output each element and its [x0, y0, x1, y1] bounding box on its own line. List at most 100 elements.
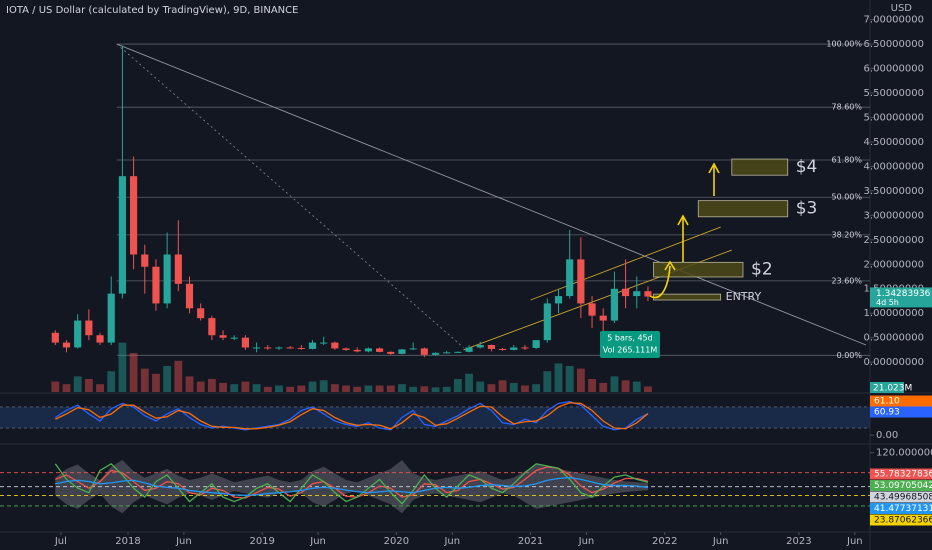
candle-body	[163, 254, 171, 304]
volume-bar	[610, 376, 619, 392]
candle-body	[342, 348, 350, 350]
target-box	[731, 158, 789, 176]
candle-body	[454, 351, 462, 353]
candle-body	[241, 337, 249, 348]
value-tag	[870, 491, 932, 503]
x-tick-label: Jun	[578, 536, 595, 547]
x-tick-label: Jun	[712, 536, 729, 547]
volume-bar	[442, 386, 451, 392]
candle-body	[331, 342, 339, 349]
volume-bar	[453, 379, 462, 392]
candle-body	[577, 259, 585, 304]
series-line	[54, 463, 649, 505]
value-tag	[870, 503, 932, 514]
fib-label: 100.00%	[826, 40, 862, 49]
candle-body	[554, 296, 563, 304]
volume-bar	[241, 381, 250, 392]
x-tick-label: Jun	[175, 536, 192, 547]
x-tick-label: Jun	[443, 536, 460, 547]
volume-bar	[386, 385, 395, 392]
series-line	[55, 476, 649, 496]
volume-bar	[409, 386, 418, 392]
candle-body	[420, 348, 428, 355]
target-box	[653, 261, 744, 278]
value-tag	[870, 514, 932, 526]
value-tag-label: 53.09705042	[874, 481, 932, 491]
candle-body	[264, 347, 272, 349]
candle-body	[74, 320, 82, 348]
y-tick-label: 6.50000000	[864, 39, 924, 50]
candle-body	[588, 303, 596, 316]
volume-bar	[599, 382, 608, 392]
candle-body	[487, 345, 495, 349]
candle-body	[633, 291, 641, 297]
volume-bar	[398, 384, 406, 392]
annotation-box	[600, 331, 660, 358]
y-tick-label: 4.50000000	[864, 137, 924, 148]
value-tag	[870, 395, 932, 407]
volume-bar	[353, 386, 362, 392]
volume-bar	[96, 384, 104, 392]
candle-body	[465, 347, 473, 352]
candle-body	[141, 254, 149, 267]
x-tick-label: 2018	[115, 536, 140, 547]
price-tag	[870, 287, 932, 308]
volume-bar	[330, 384, 339, 392]
x-tick-label: 2022	[652, 536, 677, 547]
candle-body	[398, 349, 406, 354]
y-tick-label: 2.00000000	[864, 259, 924, 270]
volume-bar	[230, 384, 239, 392]
volume-bar	[51, 381, 60, 392]
volume-bar	[196, 381, 205, 392]
candle-body	[230, 337, 238, 339]
candle-body	[152, 266, 160, 304]
price-tag-countdown: 4d 5h	[876, 298, 899, 307]
volume-bar	[632, 381, 641, 392]
candle-body	[174, 254, 182, 284]
annotation-text: 5 bars, 45d	[607, 334, 652, 343]
x-tick-label: 2023	[786, 536, 811, 547]
candle-body	[476, 345, 484, 348]
x-tick-label: Jun	[309, 536, 326, 547]
volume-bar	[476, 381, 485, 392]
volume-bar	[107, 371, 116, 392]
candle-body	[622, 288, 630, 297]
band	[0, 406, 870, 429]
value-tag	[870, 406, 932, 418]
y-tick-label: 5.00000000	[864, 112, 924, 123]
candle-body	[543, 303, 551, 341]
candle-body	[353, 349, 361, 352]
value-tag	[870, 468, 932, 480]
volume-bar	[73, 376, 82, 392]
candle-body	[376, 348, 384, 352]
price-tag-value: 1.34283936	[876, 289, 931, 299]
series-line	[54, 401, 649, 431]
arrow	[708, 162, 720, 174]
series-line	[55, 402, 649, 430]
chart-title: IOTA / US Dollar (calculated by TradingV…	[6, 5, 298, 16]
fib-label: 0.00%	[837, 351, 863, 360]
y-tick-label: 0.00	[876, 430, 898, 441]
value-tag-label: 23.87062366	[874, 516, 932, 526]
candle-body	[130, 176, 138, 255]
volume-bar	[543, 371, 552, 392]
y-tick-label: 0.00000000	[864, 357, 924, 368]
annotation-text: Vol 265.111M	[603, 346, 658, 355]
candle-body	[219, 335, 227, 338]
value-tag-label: 60.93	[874, 408, 900, 418]
candle-body	[208, 318, 216, 336]
candle-body	[431, 352, 440, 355]
volume-tag	[870, 382, 904, 393]
target-label: $4	[796, 157, 818, 177]
fib-label: 78.60%	[831, 103, 862, 112]
volume-bar	[420, 386, 429, 392]
volume-tag-label: 21.023M	[873, 384, 912, 394]
candle-body	[286, 347, 294, 349]
candle-body	[320, 342, 328, 344]
volume-bar	[129, 353, 138, 392]
volume-bar	[576, 368, 585, 392]
volume-bar	[275, 385, 283, 392]
candle-body	[51, 332, 59, 343]
